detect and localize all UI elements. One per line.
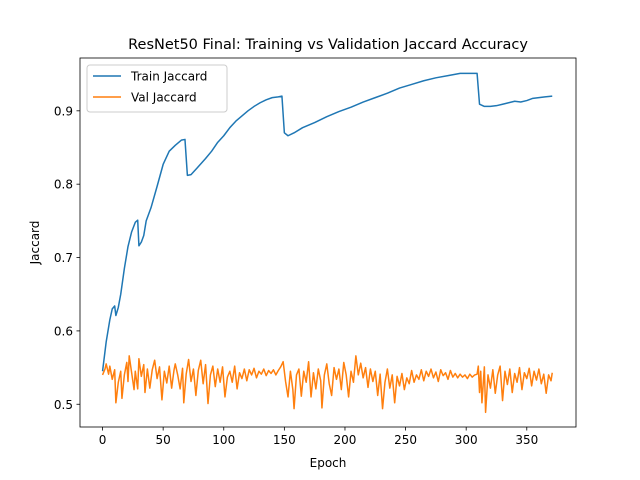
chart-title: ResNet50 Final: Training vs Validation J… bbox=[128, 37, 528, 53]
x-tick-label: 350 bbox=[515, 433, 538, 447]
x-axis-ticks: 0 50 100 150 200 250 300 350 bbox=[99, 427, 538, 447]
legend-box bbox=[86, 64, 228, 113]
x-tick-label: 250 bbox=[394, 433, 417, 447]
y-tick-label: 0.9 bbox=[54, 104, 73, 118]
plot-frame bbox=[79, 57, 577, 428]
legend-label-train: Train Jaccard bbox=[130, 70, 207, 84]
legend-label-val: Val Jaccard bbox=[131, 91, 197, 105]
x-axis-title: Epoch bbox=[310, 456, 347, 470]
x-tick-label: 50 bbox=[156, 433, 171, 447]
series-line-val bbox=[101, 355, 553, 414]
series-layer bbox=[101, 72, 553, 414]
y-tick-label: 0.5 bbox=[54, 398, 73, 412]
y-axis-title: Jaccard bbox=[28, 221, 42, 266]
x-tick-label: 150 bbox=[273, 433, 296, 447]
x-tick-label: 200 bbox=[334, 433, 357, 447]
y-tick-label: 0.8 bbox=[54, 178, 73, 192]
series-line-train bbox=[101, 72, 553, 372]
x-tick-label: 300 bbox=[455, 433, 478, 447]
x-tick-label: 0 bbox=[99, 433, 107, 447]
y-axis-ticks: 0.5 0.6 0.7 0.8 0.9 bbox=[54, 104, 80, 412]
legend: Train Jaccard Val Jaccard bbox=[86, 64, 228, 113]
y-tick-label: 0.7 bbox=[54, 251, 73, 265]
plot-area bbox=[79, 57, 577, 428]
x-tick-label: 100 bbox=[212, 433, 235, 447]
y-tick-label: 0.6 bbox=[54, 324, 73, 338]
